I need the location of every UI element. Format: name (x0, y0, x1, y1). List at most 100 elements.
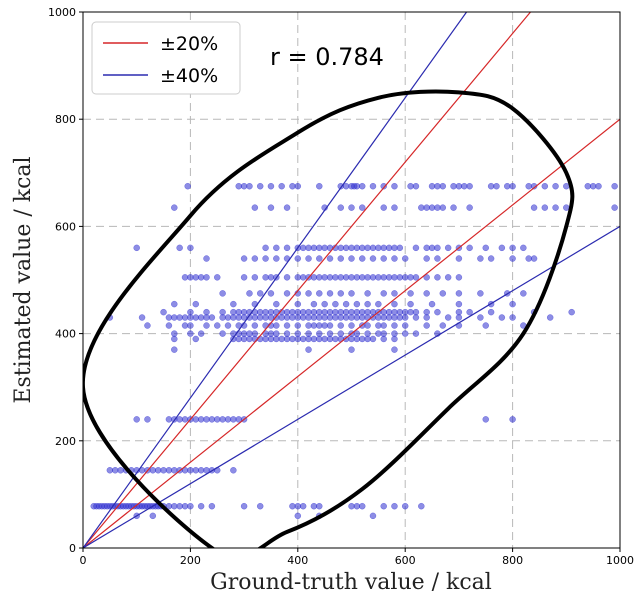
data-point (224, 322, 232, 329)
data-point (171, 346, 178, 353)
data-point (391, 204, 398, 211)
data-point (423, 322, 430, 329)
data-point (160, 308, 167, 316)
data-point (444, 314, 452, 321)
x-tick-label: 600 (395, 554, 416, 567)
data-point (219, 330, 226, 337)
data-point (316, 314, 323, 321)
data-point (396, 308, 404, 316)
data-point (294, 182, 302, 190)
data-point (455, 290, 463, 297)
data-point (305, 330, 312, 337)
data-point (375, 322, 382, 329)
data-point (401, 255, 409, 262)
y-tick-label: 800 (55, 113, 76, 126)
data-point (267, 182, 275, 190)
data-point (294, 330, 302, 337)
data-point (283, 204, 291, 211)
data-point (208, 314, 216, 321)
data-point (337, 274, 345, 281)
data-point (369, 244, 377, 252)
data-point (444, 244, 452, 252)
data-point (509, 244, 516, 252)
data-point (439, 290, 447, 297)
data-point (299, 274, 307, 281)
data-point (337, 255, 345, 262)
data-point (294, 255, 302, 262)
data-point (197, 416, 205, 423)
data-point (380, 244, 387, 252)
data-point (563, 182, 570, 190)
data-point (235, 182, 242, 190)
data-point (321, 274, 328, 281)
data-point (235, 308, 242, 316)
data-point (283, 314, 291, 321)
data-point (546, 314, 554, 321)
data-point (358, 255, 366, 262)
data-point (423, 290, 430, 297)
data-point (262, 308, 269, 316)
data-point (428, 300, 436, 308)
data-point (305, 346, 312, 353)
data-point (181, 314, 189, 321)
data-point (262, 255, 269, 262)
data-point (246, 330, 253, 337)
data-point (348, 314, 355, 321)
data-point (530, 204, 538, 211)
y-axis-ticks: 0 200 400 600 800 1000 (48, 6, 83, 555)
data-point (262, 244, 269, 252)
data-point (192, 335, 200, 343)
data-point (294, 502, 302, 510)
data-point (278, 335, 285, 343)
data-point (589, 182, 597, 190)
data-point (412, 330, 420, 337)
data-point (256, 308, 264, 316)
data-point (423, 255, 430, 262)
data-point (353, 308, 361, 316)
data-point (278, 182, 285, 190)
data-point (353, 182, 361, 190)
data-point (267, 335, 275, 343)
data-point (165, 314, 173, 321)
data-point (358, 204, 366, 211)
data-point (434, 182, 441, 190)
data-point (171, 314, 178, 321)
data-point (337, 308, 345, 316)
data-point (434, 244, 441, 252)
data-point (353, 314, 361, 321)
data-point (187, 330, 194, 337)
data-point (487, 308, 495, 316)
data-point (348, 290, 355, 297)
data-point (176, 314, 183, 321)
data-point (332, 274, 339, 281)
data-point (450, 182, 457, 190)
data-point (283, 330, 291, 337)
data-point (289, 182, 296, 190)
data-point (273, 335, 280, 343)
data-point (369, 255, 377, 262)
data-point (353, 335, 361, 343)
data-point (305, 335, 312, 343)
data-point (391, 322, 398, 329)
data-point (348, 335, 355, 343)
data-point (391, 182, 398, 190)
data-point (509, 255, 516, 262)
data-point (423, 244, 430, 252)
data-point (358, 335, 366, 343)
data-point (251, 314, 259, 321)
data-point (240, 308, 248, 316)
data-point (299, 244, 307, 252)
data-point (316, 322, 323, 329)
plot-frame (82, 11, 621, 549)
data-point (326, 255, 334, 262)
data-point (358, 502, 366, 510)
data-point (326, 308, 334, 316)
data-point (380, 274, 387, 281)
y-tick-label: 1000 (48, 6, 76, 19)
data-point (208, 502, 216, 510)
data-point (316, 308, 323, 316)
data-point (455, 314, 463, 321)
data-point (466, 204, 473, 211)
data-point (498, 314, 506, 321)
data-point (364, 244, 371, 252)
